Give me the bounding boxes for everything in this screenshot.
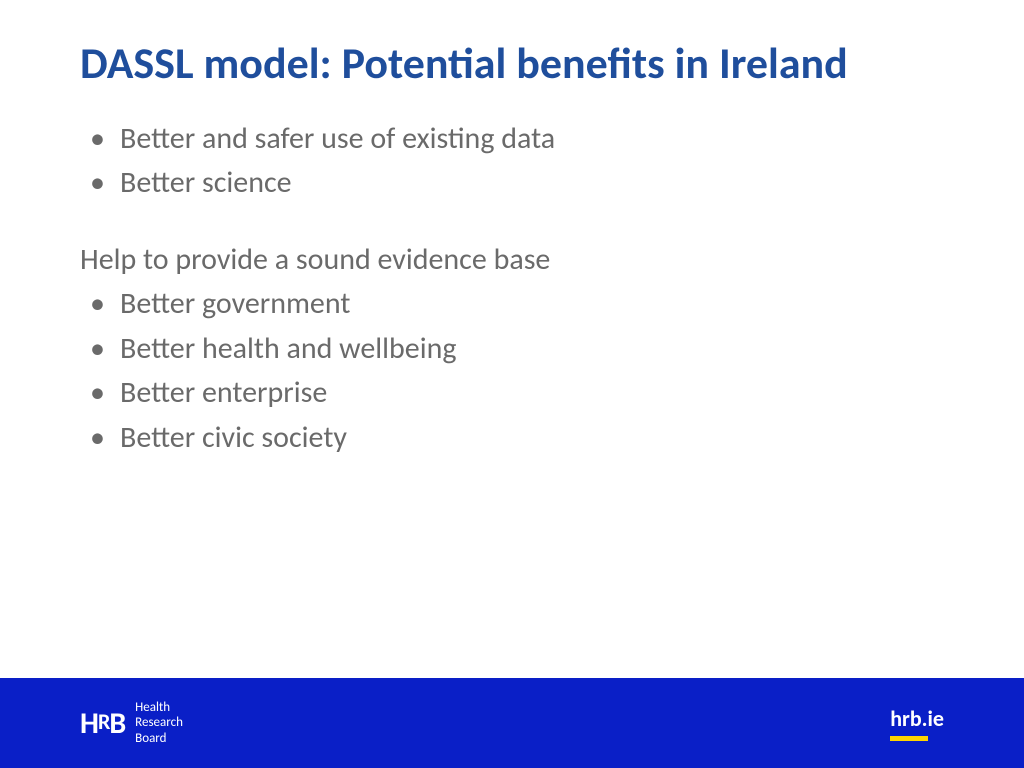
logo-letter-b: B — [109, 705, 125, 742]
slide-body: Better and safer use of existing data Be… — [80, 119, 944, 459]
logo-letter-h: H — [80, 705, 98, 742]
list-item: Better health and wellbeing — [110, 329, 944, 370]
list-item: Better civic society — [110, 418, 944, 459]
footer-url: hrb.ie — [890, 705, 944, 732]
logo-text: Health Research Board — [135, 700, 183, 747]
slide-content: DASSL model: Potential benefits in Irela… — [0, 0, 1024, 458]
hrb-logo: H R B Health Research Board — [80, 700, 183, 747]
list-item: Better enterprise — [110, 373, 944, 414]
logo-line: Research — [135, 715, 183, 731]
logo-letter-r: R — [98, 708, 109, 735]
logo-line: Health — [135, 700, 183, 716]
accent-underline-icon — [890, 736, 928, 741]
footer-url-block: hrb.ie — [890, 705, 944, 741]
list-item: Better government — [110, 284, 944, 325]
slide-title: DASSL model: Potential benefits in Irela… — [80, 38, 944, 89]
logo-line: Board — [135, 731, 183, 747]
list-item: Better science — [110, 163, 944, 204]
bullet-list-2: Better government Better health and well… — [80, 284, 944, 458]
list-item: Better and safer use of existing data — [110, 119, 944, 160]
slide-footer: H R B Health Research Board hrb.ie — [0, 678, 1024, 768]
subheading: Help to provide a sound evidence base — [80, 240, 944, 281]
bullet-list-1: Better and safer use of existing data Be… — [80, 119, 944, 204]
logo-mark-icon: H R B — [80, 705, 125, 742]
